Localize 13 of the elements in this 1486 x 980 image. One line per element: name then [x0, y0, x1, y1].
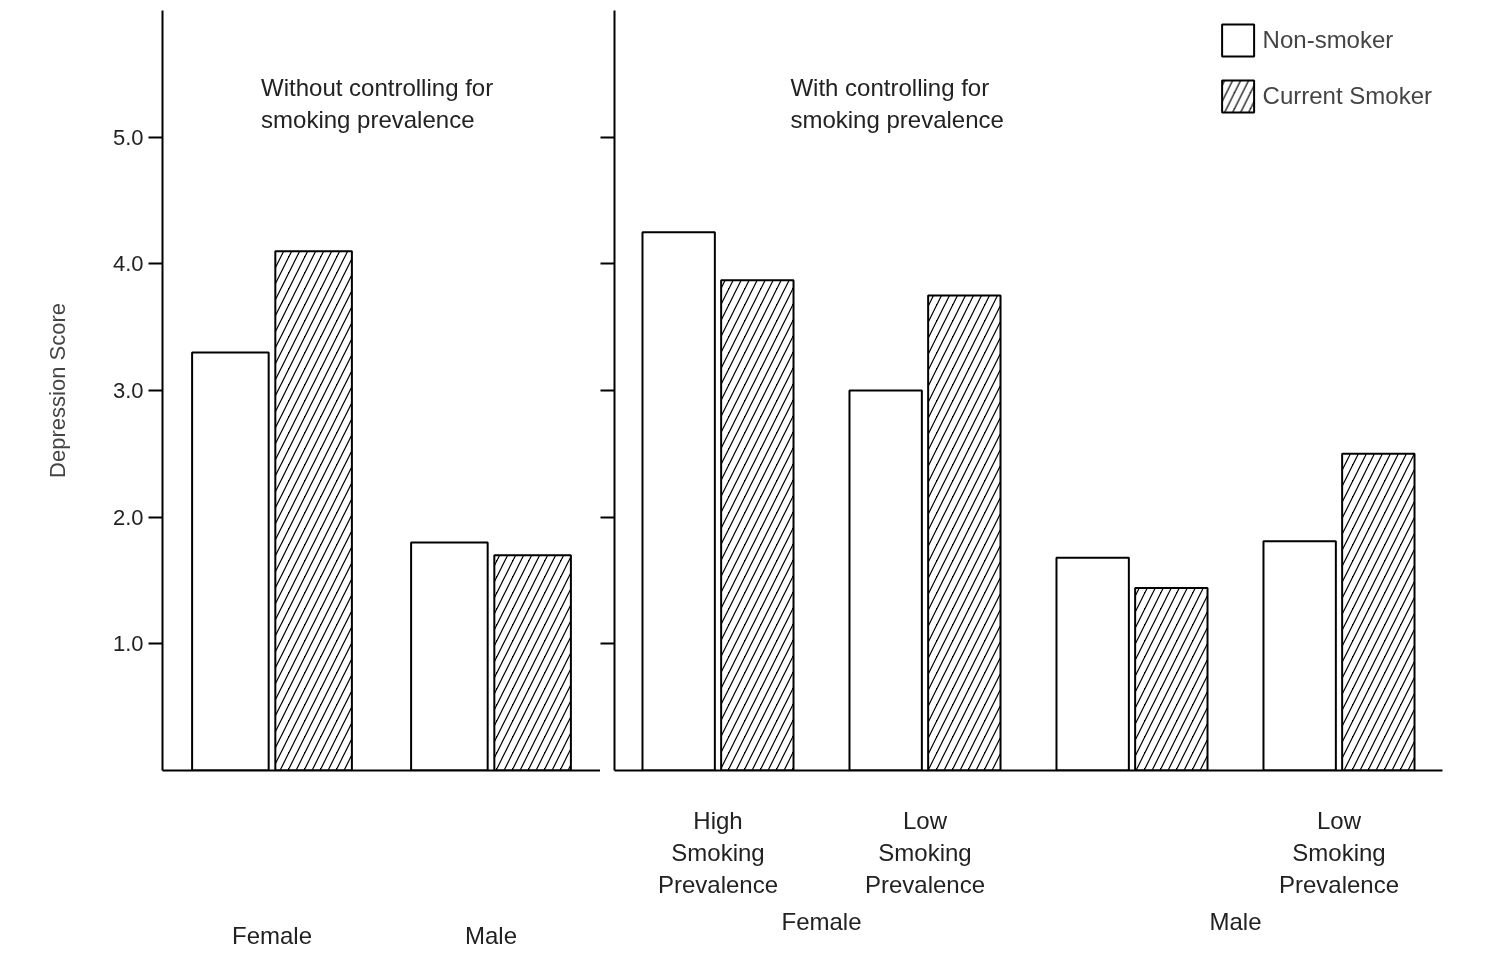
text: Without controlling for smoking prevalence: [261, 73, 494, 134]
x-tick-label: Low Smoking Prevalence: [1278, 806, 1400, 899]
legend-label: Current Smoker: [1262, 82, 1432, 110]
y-tick-label: 5.0: [112, 124, 144, 150]
y-tick-label: 1.0: [112, 631, 144, 657]
x-tick-label: Low Smoking Prevalence: [864, 806, 986, 899]
text: With controlling for smoking prevalence: [790, 73, 1004, 134]
y-tick-label: 4.0: [112, 251, 144, 277]
y-axis-title: Depression Score: [44, 303, 70, 478]
y-tick-label: 2.0: [112, 504, 144, 530]
x-tick-label: High Smoking Prevalence: [657, 806, 779, 899]
legend-label: Non-smoker: [1262, 26, 1394, 54]
y-tick-label: 3.0: [112, 378, 144, 403]
